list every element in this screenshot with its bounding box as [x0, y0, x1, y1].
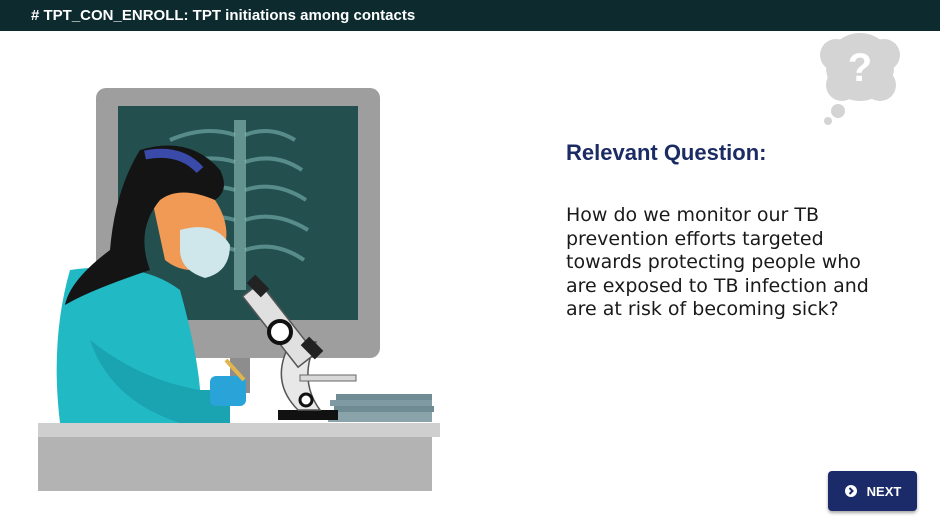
- question-heading: Relevant Question:: [566, 140, 767, 165]
- next-label: NEXT: [866, 483, 902, 499]
- table-front: [38, 437, 432, 491]
- table-top: [38, 423, 440, 437]
- xray-ribs-icon: [161, 129, 310, 262]
- microscope-icon: [241, 274, 357, 420]
- chevron-right-circle-icon: [844, 485, 857, 497]
- next-button[interactable]: NEXT: [828, 471, 917, 511]
- question-text: How do we monitor our TB prevention effo…: [566, 204, 869, 321]
- question-mark-icon: ?: [848, 46, 872, 90]
- lab-technician-illustration: [38, 88, 440, 491]
- header-bar: # TPT_CON_ENROLL: TPT initiations among …: [0, 0, 940, 31]
- thought-bubble: ?: [820, 33, 900, 125]
- page-title: # TPT_CON_ENROLL: TPT initiations among …: [31, 7, 416, 24]
- technician-figure: [56, 145, 246, 423]
